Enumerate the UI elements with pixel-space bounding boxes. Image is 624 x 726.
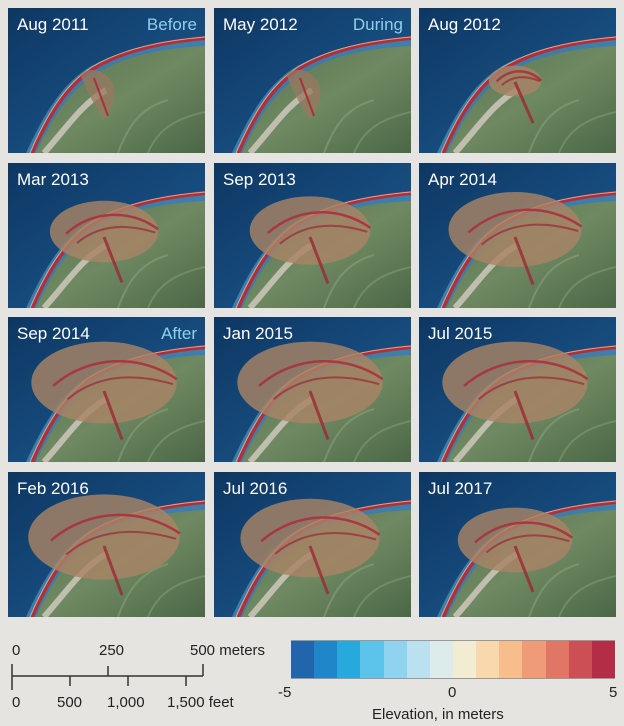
sediment-deposit bbox=[80, 69, 115, 120]
map-panel: Sep 2014 After bbox=[8, 317, 205, 462]
shoreline-elevation-map bbox=[8, 163, 205, 308]
shoreline-elevation-map bbox=[214, 163, 411, 308]
feet-tick-0: 0 bbox=[12, 694, 21, 711]
shoreline-elevation-map bbox=[214, 317, 411, 462]
ramp-swatch bbox=[452, 641, 477, 678]
ramp-swatch bbox=[337, 641, 361, 678]
ramp-swatch bbox=[476, 641, 500, 678]
panel-date-label: Jul 2016 bbox=[223, 479, 288, 498]
map-panel: Aug 2011 Before bbox=[8, 8, 205, 153]
ramp-swatch bbox=[499, 641, 523, 678]
panel-date-label: Sep 2013 bbox=[223, 170, 296, 189]
sediment-deposit bbox=[442, 341, 589, 441]
panel-date-label: Jul 2017 bbox=[428, 479, 493, 498]
ramp-swatch bbox=[360, 641, 384, 678]
map-panel: Jul 2015 bbox=[419, 317, 616, 462]
legend-title: Elevation, in meters bbox=[372, 706, 504, 723]
meters-tick-0: 0 bbox=[12, 642, 21, 659]
map-panel: Apr 2014 bbox=[419, 163, 616, 308]
panel-phase-label: After bbox=[161, 324, 197, 343]
sediment-deposit bbox=[240, 498, 381, 595]
panel-date-label: Jul 2015 bbox=[428, 324, 493, 343]
panel-date-label: Sep 2014 bbox=[17, 324, 90, 343]
ramp-swatch bbox=[591, 641, 615, 678]
shoreline-elevation-map bbox=[8, 317, 205, 462]
panel-date-label: Aug 2011 bbox=[17, 15, 89, 34]
sediment-deposit bbox=[237, 341, 384, 441]
map-panel: Jan 2015 bbox=[214, 317, 411, 462]
panel-date-label: Feb 2016 bbox=[17, 479, 89, 498]
elevation-legend: -5 0 5 Elevation, in meters bbox=[278, 636, 624, 726]
map-panel: Aug 2012 bbox=[419, 8, 616, 153]
ramp-swatch bbox=[291, 641, 315, 678]
sediment-deposit bbox=[488, 65, 543, 124]
shoreline-elevation-map bbox=[419, 472, 616, 617]
feet-tick-1000: 1,000 bbox=[107, 694, 145, 711]
map-panel: May 2012 During bbox=[214, 8, 411, 153]
map-panel: Mar 2013 bbox=[8, 163, 205, 308]
map-panel: Sep 2013 bbox=[214, 163, 411, 308]
legend-mid-label: 0 bbox=[448, 684, 457, 701]
panel-date-label: Jan 2015 bbox=[223, 324, 293, 343]
sediment-deposit bbox=[31, 341, 178, 441]
sediment-deposit bbox=[28, 494, 181, 596]
ramp-swatch bbox=[568, 641, 592, 678]
panel-date-label: Mar 2013 bbox=[17, 170, 89, 189]
feet-tick-1500: 1,500 feet bbox=[167, 694, 234, 711]
legend-max-label: 5 bbox=[609, 684, 618, 701]
sediment-deposit bbox=[49, 200, 159, 284]
feet-tick-500: 500 bbox=[57, 694, 83, 711]
legend-min-label: -5 bbox=[278, 684, 292, 701]
panel-date-label: Apr 2014 bbox=[428, 170, 497, 189]
meters-tick-500: 500 meters bbox=[190, 642, 266, 659]
shoreline-elevation-map bbox=[8, 8, 205, 153]
ramp-swatch bbox=[522, 641, 546, 678]
panel-phase-label: During bbox=[352, 15, 403, 34]
panel-date-label: May 2012 bbox=[223, 15, 298, 34]
ramp-swatch bbox=[429, 641, 453, 678]
shoreline-elevation-map bbox=[214, 8, 411, 153]
map-panel: Jul 2017 bbox=[419, 472, 616, 617]
shoreline-elevation-map bbox=[419, 317, 616, 462]
map-panel-grid: Aug 2011 Before May 2012 During bbox=[8, 8, 616, 617]
sediment-deposit bbox=[457, 507, 573, 593]
panel-phase-label: Before bbox=[146, 15, 197, 34]
panel-date-label: Aug 2012 bbox=[428, 15, 501, 34]
scale-bar-lines bbox=[11, 664, 204, 690]
ramp-swatch bbox=[314, 641, 338, 678]
map-panel: Feb 2016 bbox=[8, 472, 205, 617]
ramp-swatch bbox=[383, 641, 407, 678]
ramp-swatch bbox=[545, 641, 569, 678]
elevation-color-ramp bbox=[291, 640, 615, 679]
shoreline-elevation-map bbox=[214, 472, 411, 617]
shoreline-elevation-map bbox=[8, 472, 205, 617]
ramp-swatch bbox=[406, 641, 430, 678]
sediment-deposit bbox=[286, 69, 321, 120]
sediment-deposit bbox=[249, 196, 372, 285]
scale-bar: 0 250 500 meters 0 500 1,000 1,500 feet bbox=[0, 628, 290, 726]
shoreline-elevation-map bbox=[419, 8, 616, 153]
map-panel: Jul 2016 bbox=[214, 472, 411, 617]
shoreline-elevation-map bbox=[419, 163, 616, 308]
meters-tick-250: 250 bbox=[99, 642, 125, 659]
sediment-deposit bbox=[448, 192, 583, 286]
